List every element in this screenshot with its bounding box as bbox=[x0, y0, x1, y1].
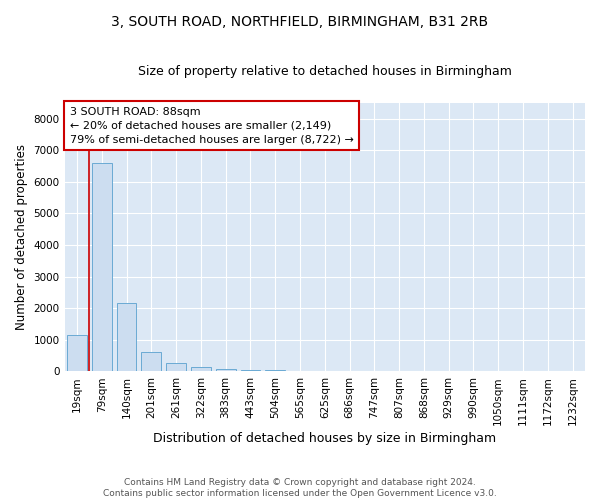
Bar bbox=[166, 362, 186, 372]
Bar bbox=[265, 370, 285, 372]
Text: 3 SOUTH ROAD: 88sqm
← 20% of detached houses are smaller (2,149)
79% of semi-det: 3 SOUTH ROAD: 88sqm ← 20% of detached ho… bbox=[70, 107, 353, 145]
Bar bbox=[92, 163, 112, 372]
Text: Contains HM Land Registry data © Crown copyright and database right 2024.
Contai: Contains HM Land Registry data © Crown c… bbox=[103, 478, 497, 498]
X-axis label: Distribution of detached houses by size in Birmingham: Distribution of detached houses by size … bbox=[153, 432, 496, 445]
Text: 3, SOUTH ROAD, NORTHFIELD, BIRMINGHAM, B31 2RB: 3, SOUTH ROAD, NORTHFIELD, BIRMINGHAM, B… bbox=[112, 15, 488, 29]
Bar bbox=[216, 369, 236, 372]
Title: Size of property relative to detached houses in Birmingham: Size of property relative to detached ho… bbox=[138, 65, 512, 78]
Bar bbox=[142, 352, 161, 372]
Bar bbox=[191, 366, 211, 372]
Bar bbox=[67, 335, 87, 372]
Bar bbox=[241, 370, 260, 372]
Y-axis label: Number of detached properties: Number of detached properties bbox=[15, 144, 28, 330]
Bar bbox=[116, 304, 136, 372]
